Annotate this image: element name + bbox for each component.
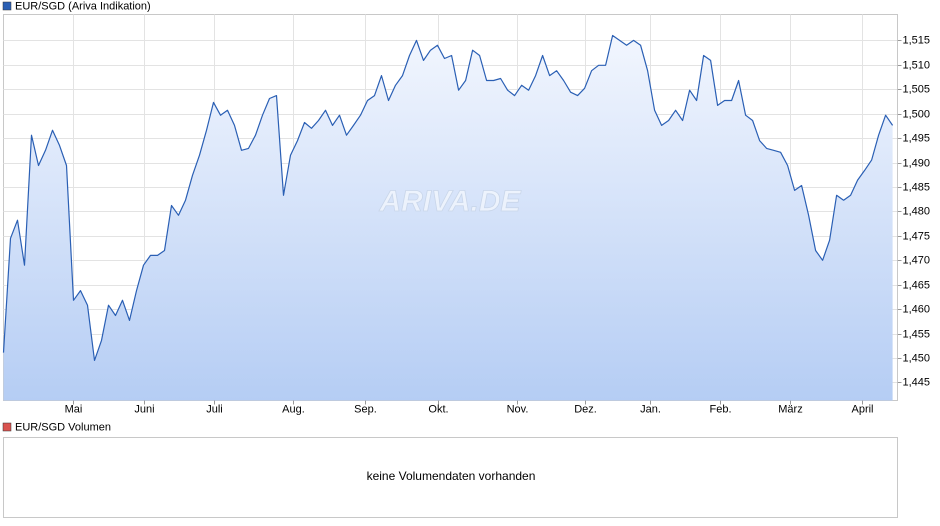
- y-tick-label: 1,485: [903, 181, 931, 193]
- y-tick-label: 1,490: [903, 157, 931, 169]
- x-tick-label: Mai: [65, 403, 83, 415]
- volume-frame: [3, 437, 898, 518]
- price-line: [2, 34, 894, 361]
- x-tick-label: Aug.: [282, 403, 305, 415]
- x-tick-label: Dez.: [574, 403, 597, 415]
- legend-swatch: [2, 422, 12, 432]
- legend-swatch: [2, 1, 12, 11]
- y-tick-label: 1,495: [903, 132, 931, 144]
- y-tick-label: 1,450: [903, 352, 931, 364]
- y-tick-label: 1,515: [903, 34, 931, 46]
- legend-label: EUR/SGD Volumen: [15, 421, 111, 433]
- watermark: ARIVA.DE: [378, 185, 521, 218]
- y-tick-label: 1,475: [903, 230, 931, 242]
- x-tick-label: Okt.: [428, 403, 448, 415]
- x-tick-label: Feb.: [709, 403, 731, 415]
- area-fill: [3, 35, 893, 401]
- x-tick-label: Juni: [134, 403, 154, 415]
- y-tick-label: 1,500: [903, 108, 931, 120]
- plot: [2, 34, 894, 401]
- x-tick-label: Juli: [206, 403, 223, 415]
- y-tick-label: 1,505: [903, 83, 931, 95]
- x-tick-label: Nov.: [507, 403, 529, 415]
- y-tick-label: 1,460: [903, 303, 931, 315]
- y-tick-label: 1,480: [903, 205, 931, 217]
- y-tick-label: 1,455: [903, 328, 931, 340]
- x-tick-label: Jan.: [640, 403, 661, 415]
- y-tick-label: 1,445: [903, 376, 931, 388]
- y-tick-label: 1,510: [903, 59, 931, 71]
- legend-label: EUR/SGD (Ariva Indikation): [15, 0, 151, 12]
- y-tick-label: 1,470: [903, 254, 931, 266]
- y-tick-label: 1,465: [903, 279, 931, 291]
- x-tick-label: Sep.: [354, 403, 377, 415]
- x-tick-label: April: [851, 403, 873, 415]
- volume-message: keine Volumendaten vorhanden: [367, 469, 536, 483]
- x-tick-label: März: [778, 403, 802, 415]
